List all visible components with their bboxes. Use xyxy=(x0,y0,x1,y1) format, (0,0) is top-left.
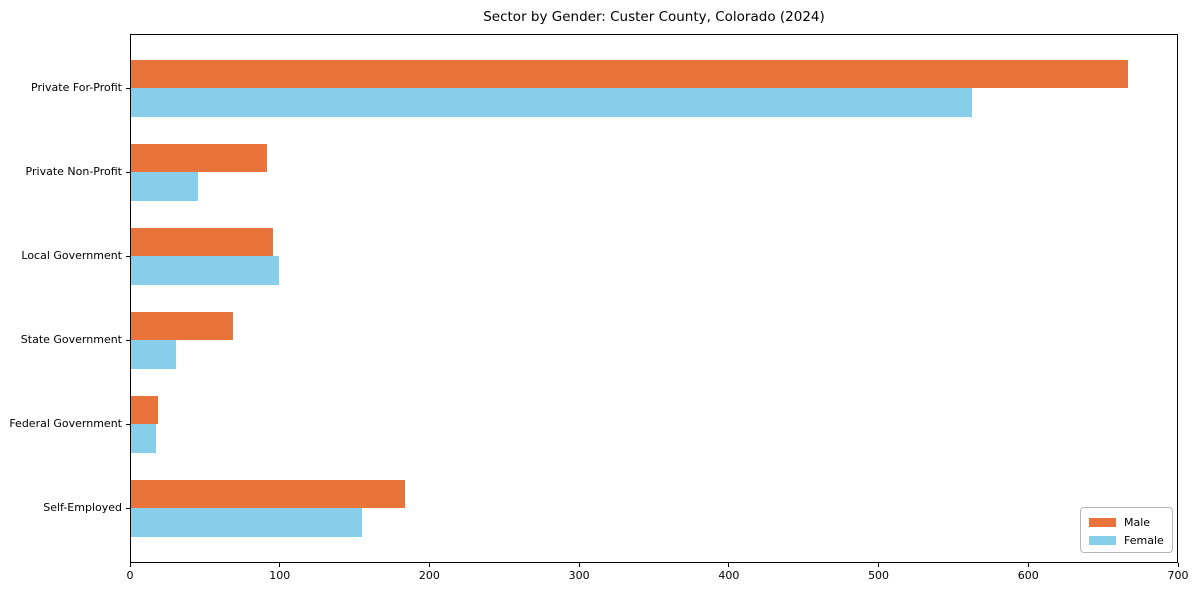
x-tick-mark xyxy=(129,563,131,567)
x-tick-label: 400 xyxy=(718,569,740,582)
x-tick-mark xyxy=(1177,563,1179,567)
bar-female-0 xyxy=(131,88,973,117)
bar-male-3 xyxy=(131,311,233,341)
legend-label-male: Male xyxy=(1124,515,1151,529)
x-tick-label: 100 xyxy=(269,569,291,582)
chart-title: Sector by Gender: Custer County, Colorad… xyxy=(483,9,825,25)
bar-male-5 xyxy=(131,479,405,509)
x-tick-label: 0 xyxy=(126,569,134,582)
y-tick-label: State Government xyxy=(20,333,122,347)
x-tick-mark xyxy=(578,563,580,567)
y-tick-mark xyxy=(126,87,130,89)
bar-male-0 xyxy=(131,59,1129,89)
female-color-swatch xyxy=(1089,535,1116,545)
y-tick-label: Federal Government xyxy=(9,417,122,431)
x-tick-mark xyxy=(878,563,880,567)
male-color-swatch xyxy=(1089,517,1116,527)
x-tick-mark xyxy=(728,563,730,567)
y-tick-label: Private For-Profit xyxy=(31,81,122,95)
y-tick-mark xyxy=(126,171,130,173)
bar-female-5 xyxy=(131,508,362,537)
x-tick-label: 500 xyxy=(868,569,890,582)
plot-area xyxy=(130,34,1178,563)
x-tick-mark xyxy=(279,563,281,567)
x-tick-label: 300 xyxy=(568,569,590,582)
bar-female-3 xyxy=(131,340,176,369)
legend-item-male: Male xyxy=(1089,513,1164,531)
y-tick-label: Private Non-Profit xyxy=(25,165,122,179)
bar-female-1 xyxy=(131,172,199,201)
bar-female-4 xyxy=(131,424,157,453)
x-tick-label: 200 xyxy=(418,569,440,582)
y-tick-mark xyxy=(126,423,130,425)
legend-label-female: Female xyxy=(1124,533,1164,547)
legend: Male Female xyxy=(1080,507,1173,553)
y-tick-mark xyxy=(126,507,130,509)
x-tick-label: 600 xyxy=(1017,569,1039,582)
y-tick-mark xyxy=(126,339,130,341)
y-tick-label: Self-Employed xyxy=(43,501,122,515)
bar-male-4 xyxy=(131,395,158,425)
y-tick-label: Local Government xyxy=(21,249,122,263)
x-tick-label: 700 xyxy=(1167,569,1189,582)
x-tick-mark xyxy=(1027,563,1029,567)
bar-male-2 xyxy=(131,227,274,257)
legend-item-female: Female xyxy=(1089,531,1164,549)
x-tick-mark xyxy=(428,563,430,567)
bar-female-2 xyxy=(131,256,280,285)
bar-male-1 xyxy=(131,143,268,173)
y-tick-mark xyxy=(126,255,130,257)
